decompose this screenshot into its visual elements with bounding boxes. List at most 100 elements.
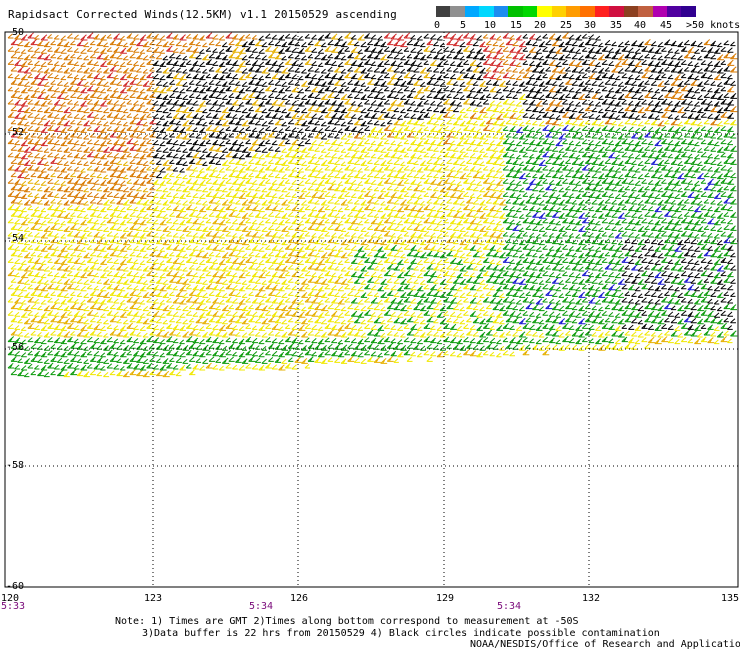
wind-barb (353, 146, 360, 152)
wind-barb (459, 292, 466, 298)
wind-barb (449, 323, 457, 330)
wind-barb (598, 199, 605, 206)
wind-barb (419, 345, 426, 351)
wind-barb (492, 238, 500, 245)
wind-barb (344, 177, 352, 184)
wind-barb (70, 212, 76, 217)
wind-barb (555, 139, 563, 147)
wind-barb (188, 52, 197, 59)
wind-barb (40, 260, 47, 265)
wind-barb (47, 60, 54, 65)
wind-barb (314, 252, 321, 258)
wind-barb (146, 269, 154, 277)
wind-barb (27, 164, 35, 171)
wind-barb (367, 106, 373, 112)
wind-barb (136, 225, 142, 231)
wind-barb (251, 99, 260, 106)
wind-barb (301, 55, 307, 61)
wind-barb (403, 59, 411, 65)
wind-barb (476, 233, 483, 239)
wind-barb (50, 370, 56, 376)
wind-barb (459, 265, 467, 272)
wind-barb (254, 278, 261, 284)
wind-barb (588, 113, 595, 119)
wind-barb (449, 87, 456, 93)
wind-barb (188, 158, 196, 164)
wind-barb (53, 350, 61, 357)
wind-barb (584, 316, 592, 323)
wind-barb (502, 178, 509, 184)
wind-barb (7, 232, 14, 237)
wind-barb (545, 264, 551, 270)
wind-barb (284, 46, 292, 52)
wind-barb (631, 53, 639, 60)
wind-barb (617, 265, 625, 272)
wind-barb (532, 265, 538, 271)
wind-barb (423, 231, 430, 237)
wind-barb (258, 167, 265, 173)
wind-barb (139, 312, 146, 318)
wind-barb (195, 303, 203, 311)
wind-barb (245, 164, 253, 171)
wind-barb (406, 236, 414, 244)
wind-barb (179, 127, 187, 133)
wind-barb (56, 67, 63, 73)
wind-barb (67, 349, 74, 356)
wind-barb (129, 343, 136, 349)
wind-barb (433, 146, 439, 152)
wind-barb (70, 172, 76, 178)
wind-barb (357, 61, 364, 67)
wind-barb (265, 204, 273, 211)
wind-barb (80, 141, 87, 147)
wind-barb (7, 218, 14, 224)
wind-barb (373, 172, 380, 179)
wind-barb (466, 263, 474, 270)
wind-barb (608, 219, 615, 225)
wind-barb (274, 264, 282, 271)
wind-barb (364, 72, 371, 79)
wind-barb (34, 298, 40, 304)
wind-barb (103, 252, 110, 259)
wind-barb (621, 231, 628, 237)
wind-barb (271, 193, 278, 198)
wind-barb (169, 343, 175, 349)
wind-barb (169, 40, 175, 46)
wind-barb (248, 263, 255, 270)
wind-barb (337, 285, 344, 292)
wind-barb (34, 232, 41, 238)
wind-barb (152, 179, 160, 185)
wind-barb (261, 187, 268, 193)
wind-barb (624, 238, 631, 244)
wind-barb (7, 190, 15, 197)
wind-barb (192, 60, 199, 66)
wind-barb (129, 131, 137, 138)
wind-barb (208, 92, 216, 98)
wind-barb (406, 211, 414, 217)
wind-barb (641, 151, 648, 158)
wind-barb (360, 135, 366, 140)
wind-barb (433, 344, 439, 350)
wind-barb (185, 231, 193, 237)
wind-barb (133, 113, 140, 119)
wind-barb (208, 225, 215, 230)
wind-barb (621, 126, 628, 131)
wind-barb (340, 121, 347, 127)
wind-barb (188, 106, 195, 112)
wind-barb (188, 369, 196, 376)
wind-barb (628, 245, 635, 251)
wind-barb (268, 276, 275, 283)
wind-barb (129, 289, 137, 296)
wind-barb (611, 66, 619, 73)
wind-barb (188, 317, 195, 323)
wind-barb (142, 332, 149, 338)
wind-barb (320, 292, 328, 298)
wind-barb (489, 34, 496, 40)
wind-barb (654, 337, 662, 345)
wind-barb (63, 292, 70, 298)
wind-barb (515, 180, 522, 186)
wind-barb (400, 94, 407, 100)
wind-barb (436, 74, 444, 81)
wind-barb (535, 87, 543, 94)
wind-barb (604, 106, 611, 112)
wind-barb (89, 198, 97, 204)
